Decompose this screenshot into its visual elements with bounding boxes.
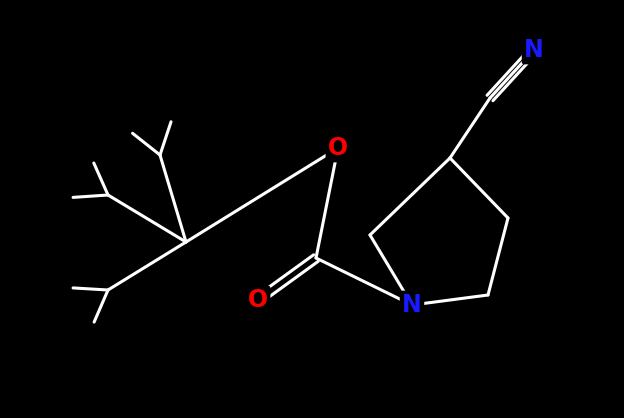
Text: N: N [402,293,422,317]
Text: O: O [328,136,348,160]
Text: N: N [524,38,544,62]
Text: O: O [248,288,268,312]
